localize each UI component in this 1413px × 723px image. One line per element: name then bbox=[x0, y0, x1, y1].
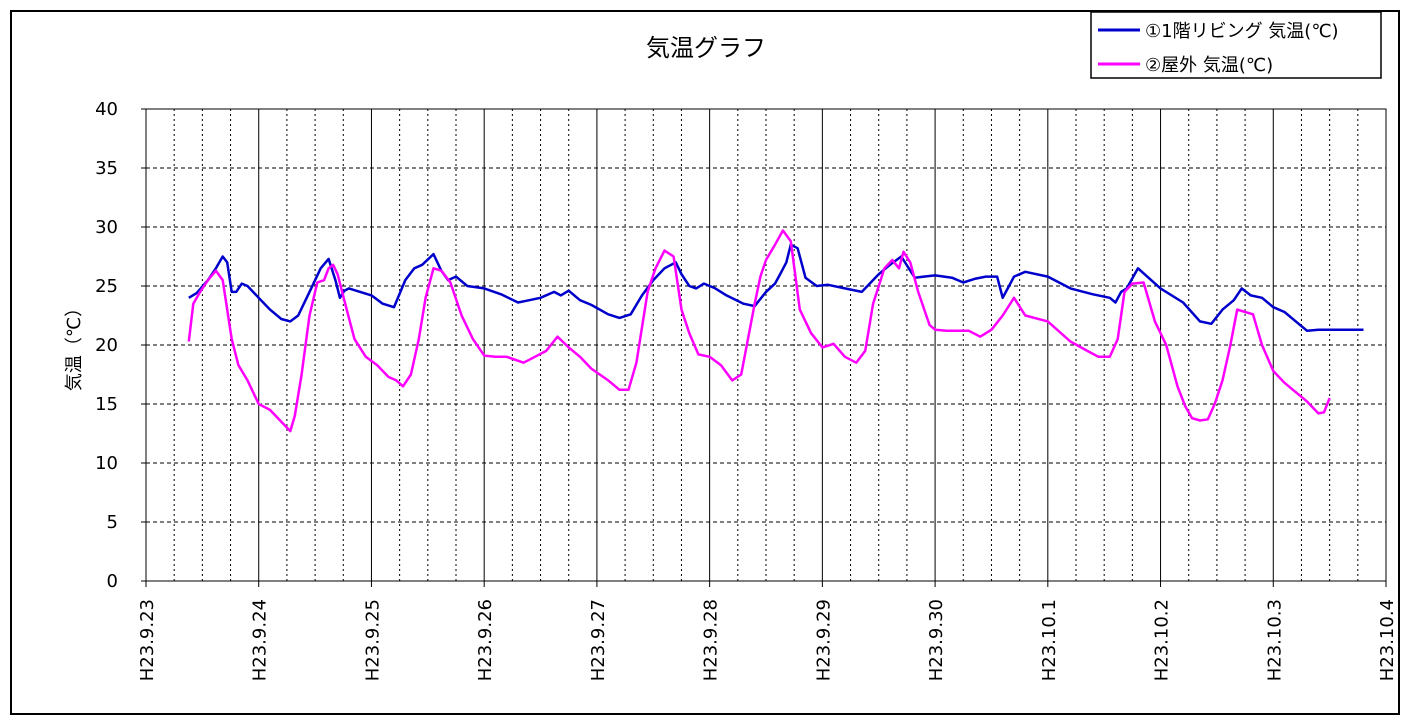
x-tick-label: H23.10.4 bbox=[1377, 599, 1398, 681]
x-tick-label: H23.9.27 bbox=[588, 599, 609, 681]
y-tick-label: 20 bbox=[95, 335, 118, 356]
x-tick-label: H23.9.26 bbox=[475, 599, 496, 681]
x-tick-label: H23.10.1 bbox=[1039, 599, 1060, 681]
series-layer bbox=[187, 229, 1364, 433]
x-tick-label: H23.9.25 bbox=[362, 599, 383, 681]
grid bbox=[146, 109, 1386, 581]
legend-box bbox=[1090, 11, 1382, 79]
chart-title: 気温グラフ bbox=[646, 34, 766, 62]
y-tick-label: 0 bbox=[107, 571, 118, 592]
series-line-1 bbox=[188, 243, 1364, 333]
series-line-2 bbox=[187, 229, 1331, 433]
y-axis-ticks: 0 5 10 15 20 25 30 35 40 bbox=[95, 99, 146, 592]
y-tick-label: 25 bbox=[95, 276, 118, 297]
x-tick-label: H23.9.30 bbox=[926, 599, 947, 681]
y-tick-label: 5 bbox=[107, 512, 118, 533]
x-tick-label: H23.10.2 bbox=[1152, 599, 1173, 681]
x-tick-label: H23.9.24 bbox=[250, 599, 271, 681]
y-axis-label: 気温（℃） bbox=[64, 299, 85, 391]
y-tick-label: 10 bbox=[95, 453, 118, 474]
x-tick-label: H23.9.23 bbox=[137, 599, 158, 681]
y-tick-label: 35 bbox=[95, 158, 118, 179]
x-tick-label: H23.9.29 bbox=[813, 599, 834, 681]
y-tick-label: 40 bbox=[95, 99, 118, 120]
x-tick-label: H23.9.28 bbox=[701, 599, 722, 681]
legend-label-series-1: ①1階リビング 気温(℃) bbox=[1145, 21, 1339, 42]
legend-label-series-2: ②屋外 気温(℃) bbox=[1145, 55, 1273, 76]
x-tick-label: H23.10.3 bbox=[1264, 599, 1285, 681]
legend: ①1階リビング 気温(℃) ②屋外 気温(℃) bbox=[1090, 11, 1382, 79]
y-tick-label: 30 bbox=[95, 217, 118, 238]
y-tick-label: 15 bbox=[95, 394, 118, 415]
x-axis-ticks: H23.9.23 H23.9.24 H23.9.25 H23.9.26 H23.9.27… bbox=[137, 581, 1398, 681]
